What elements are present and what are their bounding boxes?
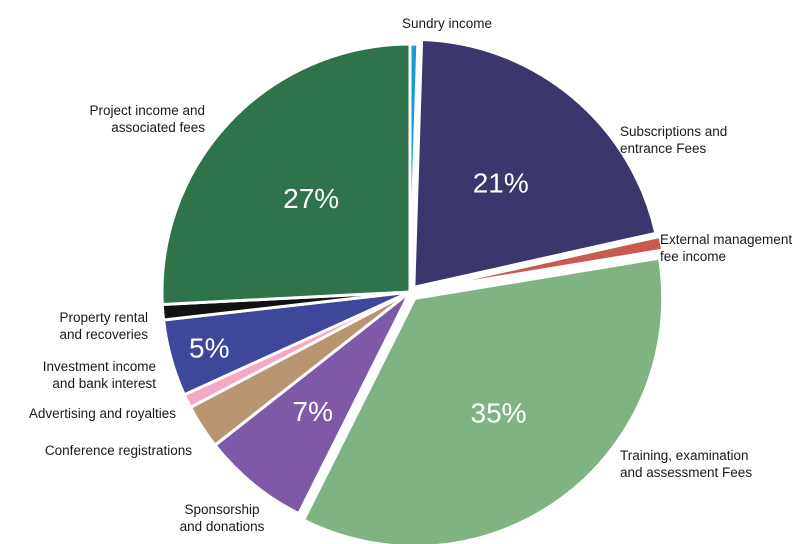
category-label-line: Property rental — [59, 310, 148, 325]
percent-label-investment-income-and-bank-interest: 5% — [189, 333, 229, 364]
category-label-sponsorship-and-donations: Sponsorship and donations — [180, 502, 265, 534]
percent-label-sponsorship-and-donations: 7% — [293, 396, 333, 427]
category-label-line: Investment income — [43, 359, 156, 374]
category-label-sundry-income: Sundry income — [402, 16, 492, 31]
category-label-line: associated fees — [111, 120, 205, 135]
category-label-line: entrance Fees — [620, 141, 707, 156]
slice-sponsorship-and-donations — [212, 290, 412, 516]
category-labels: Sundry income Subscriptions and entrance F… — [29, 16, 792, 534]
percent-label-training-examination-and-assessment-fees: 35% — [471, 397, 527, 428]
category-label-line: Training, examination — [620, 448, 749, 463]
category-label-external-management-fee-income: External management fee income — [660, 232, 792, 264]
category-label-line: Project income and — [89, 103, 205, 118]
category-label-line: Advertising and royalties — [29, 406, 176, 421]
category-label-property-rental-and-recoveries: Property rental and recoveries — [59, 310, 148, 342]
category-label-line: and bank interest — [52, 376, 156, 391]
category-label-line: Sundry income — [402, 16, 492, 31]
percent-label-subscriptions-and-entrance-fees: 21% — [473, 167, 529, 198]
category-label-line: Conference registrations — [45, 443, 192, 458]
category-label-advertising-and-royalties: Advertising and royalties — [29, 406, 176, 421]
category-label-line: and assessment Fees — [620, 465, 752, 480]
category-label-line: fee income — [660, 249, 726, 264]
category-label-investment-income-and-bank-interest: Investment income and bank interest — [43, 359, 157, 391]
category-label-line: Sponsorship — [184, 502, 259, 517]
slice-project-income-and-associated-fees — [160, 42, 412, 307]
percent-label-project-income-and-associated-fees: 27% — [283, 183, 339, 214]
category-label-project-income-and-associated-fees: Project income and associated fees — [89, 103, 205, 135]
pie-slices — [160, 37, 665, 544]
category-label-line: and recoveries — [59, 327, 148, 342]
category-label-conference-registrations: Conference registrations — [45, 443, 192, 458]
slice-subscriptions-and-entrance-fees — [412, 37, 658, 290]
category-label-training-examination-and-assessment-fees: Training, examination and assessment Fees — [620, 448, 752, 480]
slice-training-examination-and-assessment-fees — [301, 256, 665, 544]
category-label-subscriptions-and-entrance-fees: Subscriptions and entrance Fees — [620, 124, 727, 156]
category-label-line: External management — [660, 232, 792, 247]
percent-labels: 21% 35% 7% 5% 27% — [189, 167, 529, 428]
category-label-line: Subscriptions and — [620, 124, 727, 139]
category-label-line: and donations — [180, 519, 265, 534]
slice-external-management-fee-income — [417, 234, 665, 292]
